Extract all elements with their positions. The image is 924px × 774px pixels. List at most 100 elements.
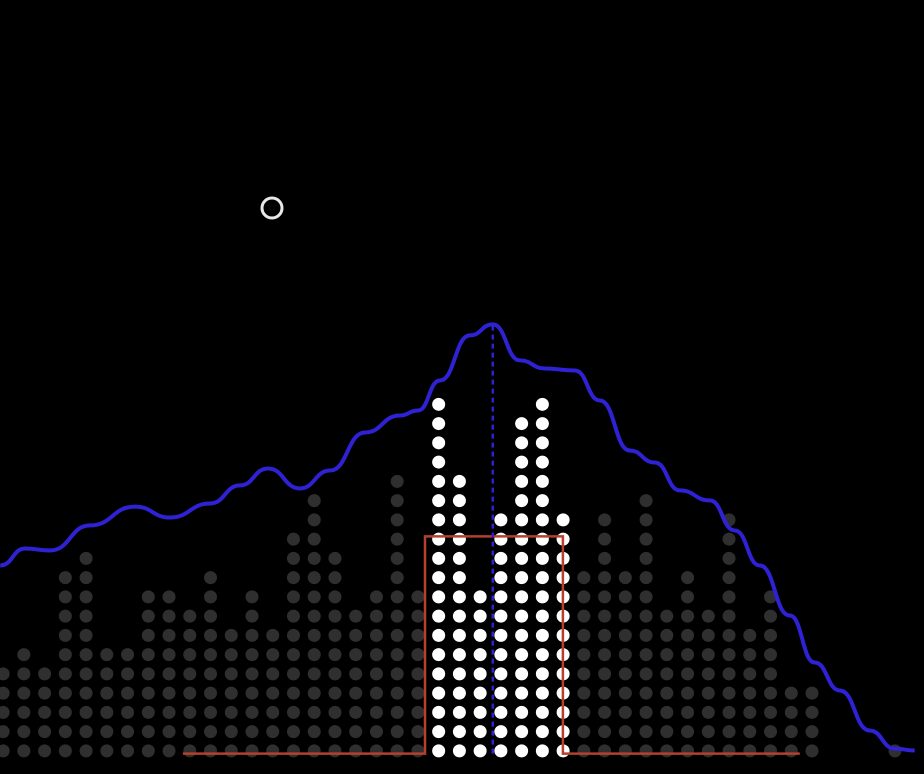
- dot: [349, 667, 363, 681]
- dot: [432, 648, 446, 662]
- dot: [286, 571, 300, 585]
- dot: [266, 628, 280, 642]
- dot: [535, 474, 549, 488]
- dot: [535, 436, 549, 450]
- dot: [183, 744, 197, 758]
- dot: [432, 397, 446, 411]
- dot: [681, 648, 695, 662]
- dot: [432, 513, 446, 527]
- density-curve: [0, 322, 915, 753]
- dot: [411, 686, 425, 700]
- dot: [328, 744, 342, 758]
- dot: [473, 628, 487, 642]
- dot: [432, 532, 446, 546]
- dot: [141, 590, 155, 604]
- dot: [79, 686, 93, 700]
- dot: [390, 532, 404, 546]
- dot: [266, 705, 280, 719]
- dot: [494, 725, 508, 739]
- dot: [369, 744, 383, 758]
- dot: [286, 744, 300, 758]
- dot: [432, 590, 446, 604]
- dot: [38, 686, 52, 700]
- dot: [535, 571, 549, 585]
- dot: [515, 436, 529, 450]
- dot: [79, 628, 93, 642]
- cursor: [260, 196, 284, 220]
- dot: [494, 513, 508, 527]
- dot: [266, 667, 280, 681]
- dot: [411, 609, 425, 623]
- dot: [411, 628, 425, 642]
- dot: [121, 667, 135, 681]
- dot: [100, 648, 114, 662]
- dot: [805, 725, 819, 739]
- dot: [79, 648, 93, 662]
- dot: [764, 628, 778, 642]
- dot: [764, 725, 778, 739]
- dot: [204, 590, 218, 604]
- dot: [722, 532, 736, 546]
- dot: [286, 590, 300, 604]
- dot: [681, 628, 695, 642]
- dot: [349, 648, 363, 662]
- dot: [494, 744, 508, 758]
- dot: [681, 725, 695, 739]
- dot: [266, 648, 280, 662]
- dot: [245, 667, 259, 681]
- dot: [58, 744, 72, 758]
- dot: [79, 609, 93, 623]
- dot: [618, 628, 632, 642]
- dot: [639, 648, 653, 662]
- dot: [390, 494, 404, 508]
- dot: [224, 667, 238, 681]
- dot: [58, 628, 72, 642]
- dot: [390, 725, 404, 739]
- dot: [639, 705, 653, 719]
- dot: [784, 686, 798, 700]
- dot: [204, 571, 218, 585]
- dot: [307, 744, 321, 758]
- dot: [722, 628, 736, 642]
- dot: [162, 725, 176, 739]
- dot: [784, 725, 798, 739]
- dot: [764, 648, 778, 662]
- dot: [349, 744, 363, 758]
- dot: [639, 532, 653, 546]
- dot: [618, 667, 632, 681]
- dot: [432, 551, 446, 565]
- dot: [121, 648, 135, 662]
- dot: [681, 705, 695, 719]
- dot: [535, 725, 549, 739]
- dot: [17, 667, 31, 681]
- dot: [743, 667, 757, 681]
- dot: [79, 590, 93, 604]
- dot: [639, 686, 653, 700]
- dot: [390, 648, 404, 662]
- dot: [452, 551, 466, 565]
- dot: [183, 705, 197, 719]
- dot: [369, 705, 383, 719]
- dot: [58, 725, 72, 739]
- dot: [121, 744, 135, 758]
- dot: [58, 590, 72, 604]
- dot: [535, 648, 549, 662]
- dot: [141, 648, 155, 662]
- dot: [204, 744, 218, 758]
- dot: [639, 744, 653, 758]
- dot: [369, 648, 383, 662]
- dot: [162, 667, 176, 681]
- dot: [432, 667, 446, 681]
- dot: [722, 571, 736, 585]
- dot: [618, 744, 632, 758]
- dot: [535, 590, 549, 604]
- dot: [17, 686, 31, 700]
- dot: [494, 648, 508, 662]
- dot: [245, 628, 259, 642]
- dot: [598, 744, 612, 758]
- dot: [722, 744, 736, 758]
- dot: [390, 571, 404, 585]
- dot: [224, 686, 238, 700]
- dot: [58, 686, 72, 700]
